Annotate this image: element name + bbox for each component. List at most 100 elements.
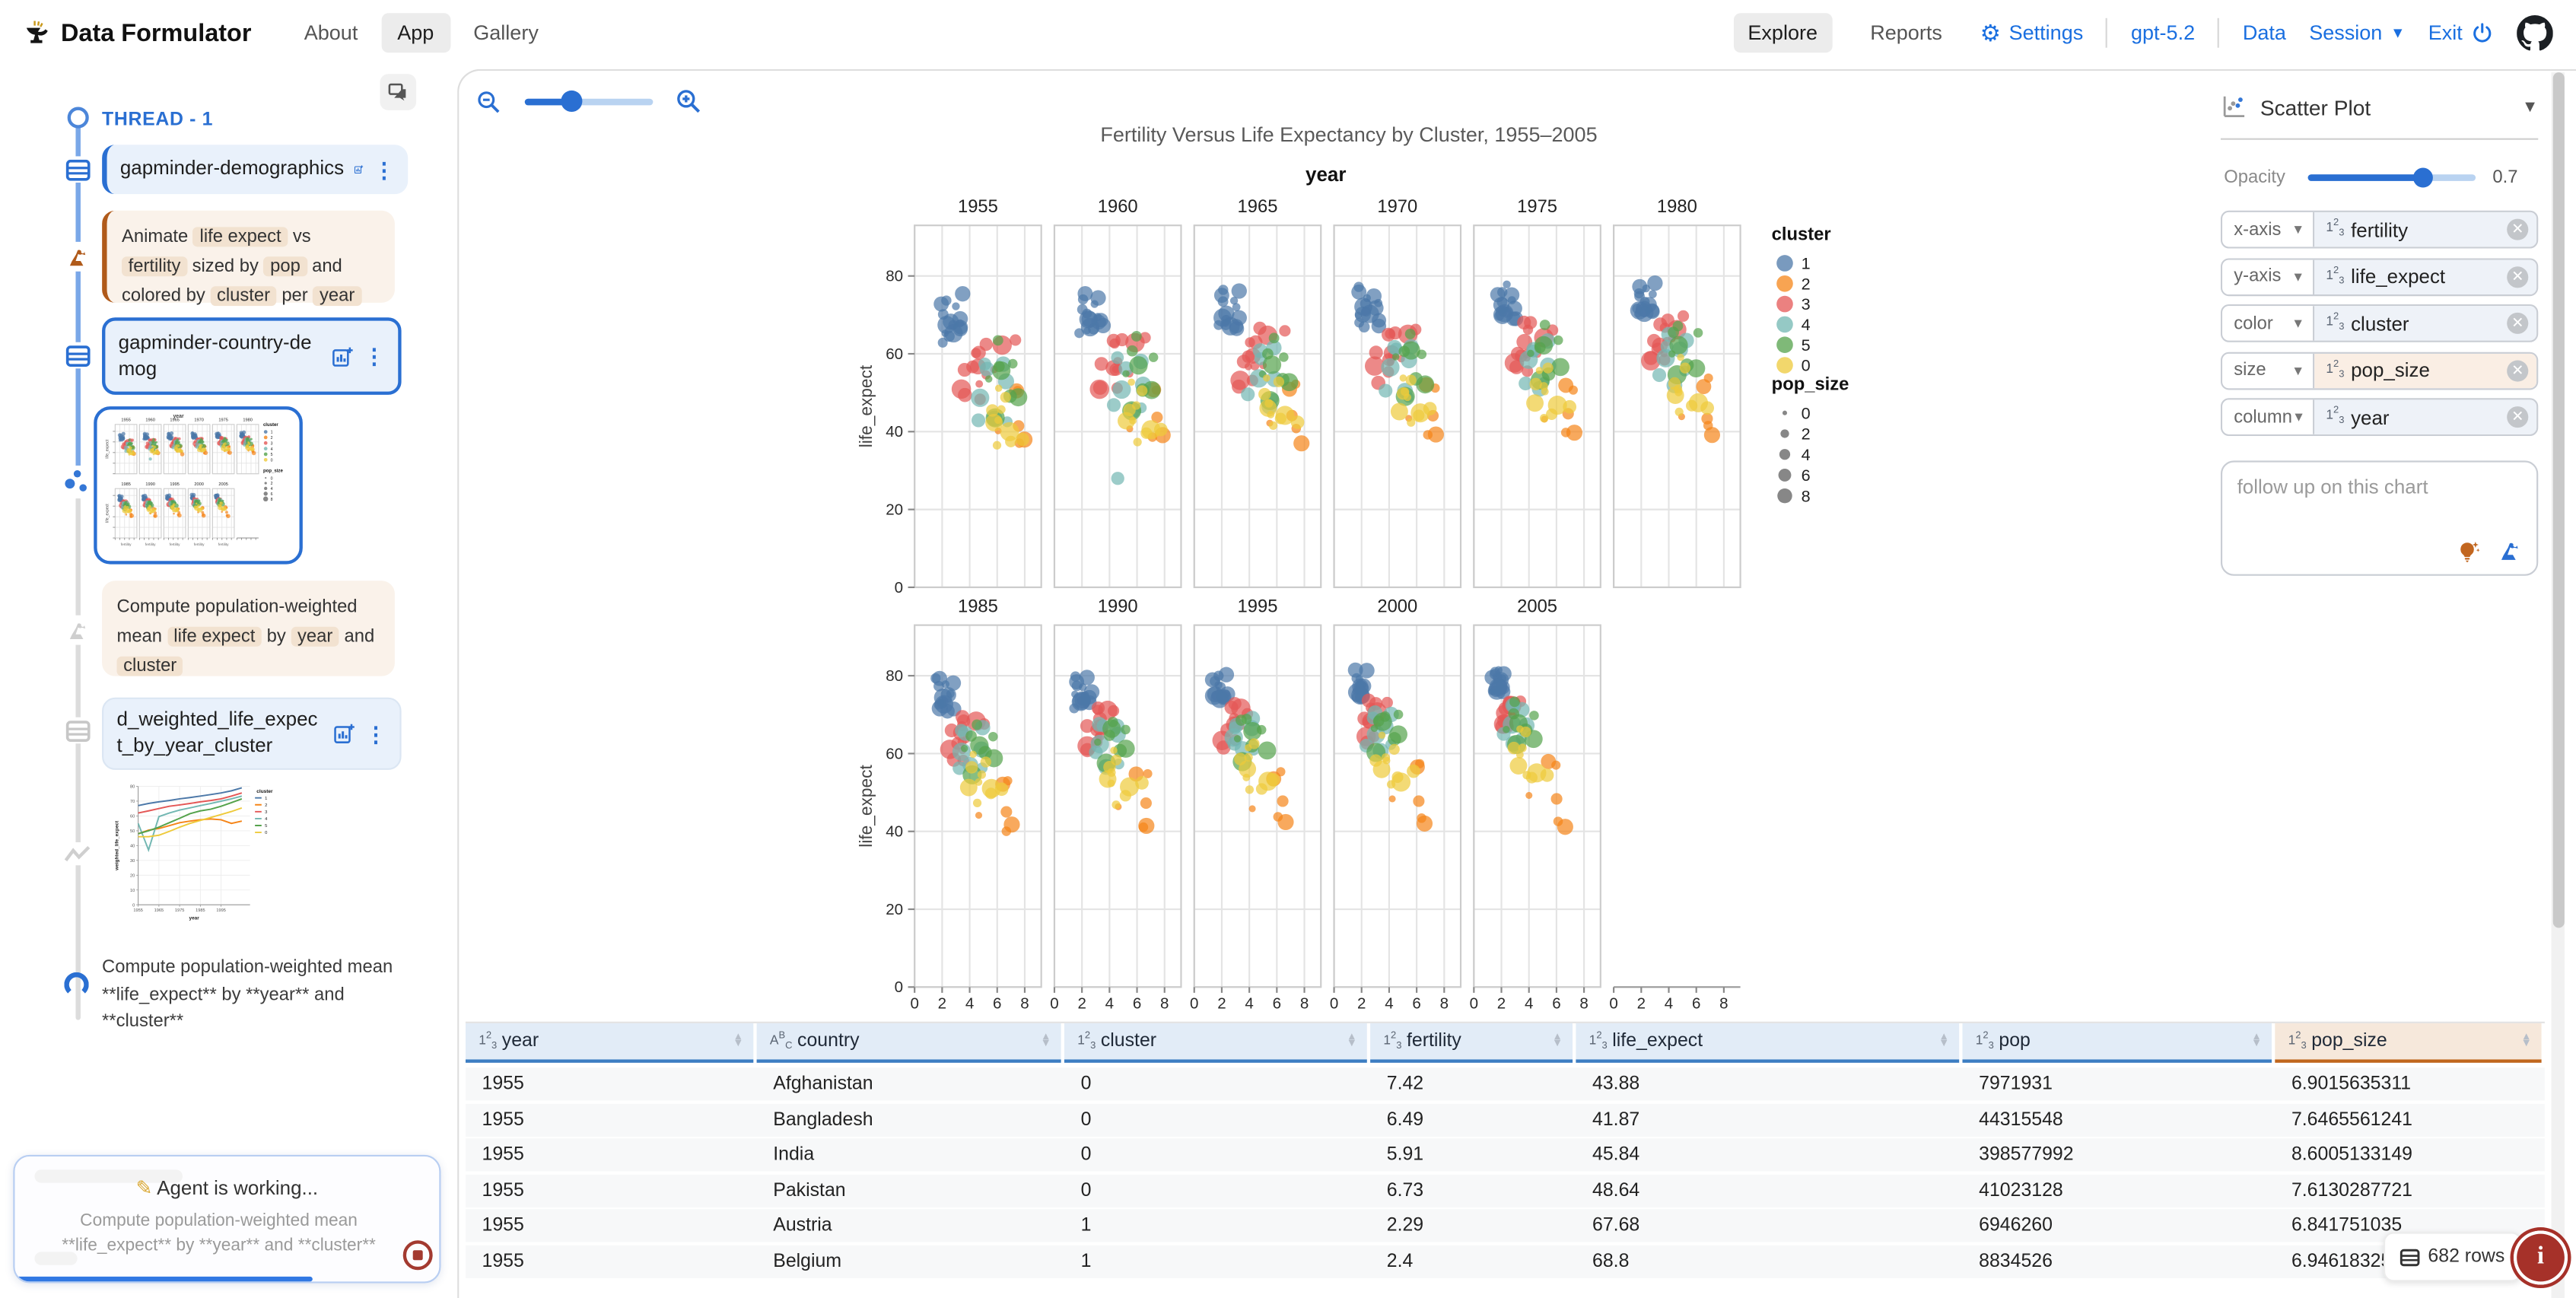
pencil-icon: ✎ [135, 1176, 153, 1200]
table-cell: India [773, 1144, 815, 1165]
scatter-node-icon [61, 465, 94, 499]
clear-field-icon[interactable]: ✕ [2507, 359, 2529, 381]
tab-app[interactable]: App [380, 13, 450, 53]
dataset-card-gapminder-country-demog[interactable]: gapminder-country-demog ⋮ [102, 317, 402, 395]
slider-thumb[interactable] [2413, 167, 2434, 187]
sort-icon[interactable]: ▲ ▼ [1938, 1031, 1950, 1050]
sort-icon[interactable]: ▲ ▼ [1552, 1031, 1563, 1050]
table-info-button[interactable]: i [2510, 1227, 2571, 1289]
clear-field-icon[interactable]: ✕ [2507, 312, 2529, 334]
clear-field-icon[interactable]: ✕ [2507, 218, 2529, 240]
followup-box[interactable]: follow up on this chart [2220, 460, 2539, 576]
table-row[interactable]: 1955 Afghanistan 0 7.42 43.88 7971931 6.901563… [465, 1067, 2545, 1101]
svg-text:cluster: cluster [1772, 224, 1831, 245]
svg-text:1995: 1995 [1238, 596, 1278, 616]
column-header-cluster[interactable]: 123 cluster ▲ ▼ [1064, 1023, 1367, 1063]
channel-selector[interactable]: color ▼ [2222, 306, 2315, 341]
model-button[interactable]: gpt-5.2 [2130, 21, 2196, 45]
chart-thumbnail-scatter[interactable]: year 1955 1960 1965 1970 1975 1980 life_expect 1… [94, 406, 303, 565]
chart-thumbnail-line[interactable]: 0 10 20 30 40 50 60 70 80 1955 1965 1975 1985 1995 wei… [105, 777, 294, 937]
kebab-menu-icon[interactable]: ⋮ [365, 721, 387, 746]
prompt-card-compute[interactable]: Compute population-weighted mean life ex… [102, 581, 395, 677]
column-name: country [797, 1031, 860, 1051]
github-icon[interactable] [2517, 14, 2553, 51]
svg-text:1990: 1990 [145, 482, 154, 487]
clear-field-icon[interactable]: ✕ [2507, 406, 2529, 428]
prompt-card-animate[interactable]: Animate life expect vs fertility sized b… [102, 210, 395, 307]
dataset-card-weighted[interactable]: d_weighted_life_expect_by_year_cluster ⋮ [102, 697, 402, 770]
encoding-row-size: size ▼ 123 pop_size ✕ [2220, 351, 2539, 390]
sort-icon[interactable]: ▲ ▼ [1346, 1031, 1357, 1050]
slider-thumb[interactable] [561, 90, 583, 113]
table-cell: 7.6130287721 [2291, 1180, 2413, 1201]
stop-agent-button[interactable] [402, 1240, 433, 1271]
number-type-icon: 123 [1975, 1031, 1994, 1051]
svg-text:4: 4 [1802, 445, 1811, 464]
exit-button[interactable]: Exit [2428, 21, 2494, 44]
zoom-in-icon[interactable] [675, 87, 703, 116]
sort-icon[interactable]: ▲ ▼ [2520, 1031, 2532, 1050]
sort-icon[interactable]: ▲ ▼ [733, 1031, 744, 1050]
divider [2220, 138, 2539, 140]
scrollbar-thumb[interactable] [2552, 72, 2564, 928]
create-chart-icon[interactable] [332, 722, 355, 745]
tab-gallery[interactable]: Gallery [473, 21, 539, 45]
create-chart-icon[interactable] [354, 158, 364, 181]
column-header-fertility[interactable]: 123 fertility ▲ ▼ [1370, 1023, 1573, 1063]
svg-text:0: 0 [1609, 994, 1617, 1012]
table-cell: Austria [773, 1215, 832, 1236]
table-cell: 1955 [482, 1180, 524, 1201]
tab-reports[interactable]: Reports [1870, 21, 1942, 45]
svg-text:2000: 2000 [1377, 596, 1417, 616]
svg-text:life_expect: life_expect [106, 504, 110, 523]
column-header-pop_size[interactable]: 123 pop_size ▲ ▼ [2275, 1023, 2542, 1063]
thread-title: THREAD - 1 [102, 110, 214, 130]
svg-text:0: 0 [1190, 994, 1198, 1012]
sort-icon[interactable]: ▲ ▼ [1040, 1031, 1051, 1050]
svg-text:1970: 1970 [1377, 196, 1417, 217]
suggest-idea-icon[interactable] [2456, 539, 2480, 563]
settings-button[interactable]: ⚙ Settings [1980, 19, 2084, 47]
tab-about[interactable]: About [304, 21, 358, 45]
thread-sidebar: THREAD - 1 gapminder-demographics ⋮ [0, 65, 457, 1297]
field-slot[interactable]: 123 year ✕ [2314, 399, 2537, 434]
svg-text:8: 8 [271, 498, 273, 502]
svg-text:fertility: fertility [194, 542, 205, 547]
zoom-out-icon[interactable] [475, 89, 502, 116]
table-row[interactable]: 1955 Austria 1 2.29 67.68 6946260 6.841751035 [465, 1209, 2545, 1242]
field-slot[interactable]: 123 cluster ✕ [2314, 306, 2537, 341]
chevron-down-icon: ▼ [2291, 409, 2306, 425]
channel-selector[interactable]: size ▼ [2222, 352, 2315, 388]
channel-selector[interactable]: column ▼ [2222, 399, 2315, 434]
column-header-pop[interactable]: 123 pop ▲ ▼ [1962, 1023, 2272, 1063]
sort-icon[interactable]: ▲ ▼ [2251, 1031, 2263, 1050]
formulate-icon[interactable] [2497, 538, 2524, 565]
channel-selector[interactable]: x-axis ▼ [2222, 212, 2315, 247]
column-header-year[interactable]: 123 year ▲ ▼ [465, 1023, 754, 1063]
kebab-menu-icon[interactable]: ⋮ [373, 157, 395, 182]
column-header-country[interactable]: ABC country ▲ ▼ [756, 1023, 1061, 1063]
data-button[interactable]: Data [2242, 21, 2286, 45]
table-row[interactable]: 1955 Belgium 1 2.4 68.8 8834526 6.9461832532 [465, 1244, 2545, 1277]
faceted-scatter-chart[interactable]: Fertility Versus Life Expectancy by Clus… [822, 122, 1941, 1023]
field-slot[interactable]: 123 pop_size ✕ [2314, 352, 2537, 388]
table-row[interactable]: 1955 Pakistan 0 6.73 48.64 41023128 7.61302877… [465, 1173, 2545, 1207]
opacity-slider[interactable] [2308, 167, 2476, 187]
dataset-card-gapminder-demographics[interactable]: gapminder-demographics ⋮ [102, 145, 409, 195]
kebab-menu-icon[interactable]: ⋮ [363, 343, 385, 369]
field-slot[interactable]: 123 fertility ✕ [2314, 212, 2537, 247]
channel-selector[interactable]: y-axis ▼ [2222, 259, 2315, 294]
chart-zoom-slider[interactable] [524, 90, 654, 113]
tab-explore[interactable]: Explore [1732, 13, 1833, 53]
column-header-life_expect[interactable]: 123 life_expect ▲ ▼ [1576, 1023, 1960, 1063]
field-slot[interactable]: 123 life_expect ✕ [2314, 259, 2537, 294]
table-row[interactable]: 1955 Bangladesh 0 6.49 41.87 44315548 7.646556… [465, 1102, 2545, 1136]
svg-text:8: 8 [1020, 994, 1029, 1012]
navbar: Data Formulator About App Gallery Explor… [0, 0, 2576, 66]
clear-field-icon[interactable]: ✕ [2507, 266, 2529, 288]
chart-type-selector[interactable]: Scatter Plot ▼ [2221, 85, 2538, 128]
chat-panel-button[interactable] [380, 74, 417, 110]
create-chart-icon[interactable] [331, 345, 354, 367]
table-row[interactable]: 1955 India 0 5.91 45.84 398577992 8.6005133149 [465, 1138, 2545, 1172]
session-menu[interactable]: Session ▼ [2309, 21, 2406, 45]
